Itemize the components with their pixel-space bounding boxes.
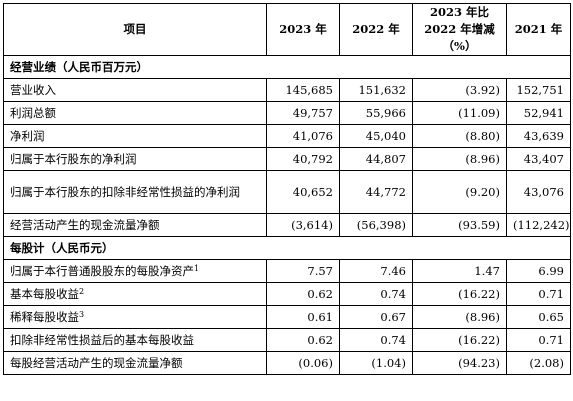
value-2023: 0.62 bbox=[266, 328, 340, 352]
table-row: 经营活动产生的现金流量净额 (3,614) (56,398) (93.59) (112,… bbox=[3, 213, 571, 237]
table-row: 净利润 41,076 45,040 (8.80) 43,639 bbox=[3, 124, 571, 148]
value-2023: 0.61 bbox=[266, 305, 340, 329]
section-title: 经营业绩（人民币百万元） bbox=[3, 55, 571, 79]
table-row: 营业收入 145,685 151,632 (3.92) 152,751 bbox=[3, 78, 571, 102]
value-2022: 55,966 bbox=[339, 101, 413, 125]
value-2023: 40,792 bbox=[266, 147, 340, 171]
row-label: 营业收入 bbox=[10, 83, 56, 97]
table-body: 经营业绩（人民币百万元） 营业收入 145,685 151,632 (3.92) 152,… bbox=[3, 55, 571, 375]
value-2021: 52,941 bbox=[506, 101, 571, 125]
table-row: 稀释每股收益3 0.61 0.67 (8.96) 0.65 bbox=[3, 305, 571, 329]
value-change: (16.22) bbox=[412, 328, 507, 352]
row-label-cell: 净利润 bbox=[3, 124, 267, 148]
row-label: 归属于本行股东的扣除非经常性损益的净利润 bbox=[10, 185, 240, 199]
row-label: 稀释每股收益 bbox=[10, 310, 79, 324]
section-title: 每股计（人民币元） bbox=[3, 236, 571, 260]
value-2022: 0.67 bbox=[339, 305, 413, 329]
value-2023: 41,076 bbox=[266, 124, 340, 148]
value-2022: (1.04) bbox=[339, 351, 413, 375]
value-2022: 44,772 bbox=[339, 170, 413, 214]
value-2023: (0.06) bbox=[266, 351, 340, 375]
value-change: (8.96) bbox=[412, 305, 507, 329]
value-2021: 0.71 bbox=[506, 282, 571, 306]
value-2023: (3,614) bbox=[266, 213, 340, 237]
header-2022: 2022 年 bbox=[339, 3, 413, 56]
table-row: 归属于本行股东的扣除非经常性损益的净利润 40,652 44,772 (9.20) 43… bbox=[3, 170, 571, 214]
value-2023: 7.57 bbox=[266, 259, 340, 283]
row-label-cell: 基本每股收益2 bbox=[3, 282, 267, 306]
header-row: 项目 2023 年 2022 年 2023 年比 2022 年增减（%） 202… bbox=[3, 3, 571, 56]
section-header-row: 经营业绩（人民币百万元） bbox=[3, 55, 571, 79]
value-2022: 44,807 bbox=[339, 147, 413, 171]
row-label-cell: 归属于本行股东的扣除非经常性损益的净利润 bbox=[3, 170, 267, 214]
value-2022: 0.74 bbox=[339, 282, 413, 306]
row-label: 经营活动产生的现金流量净额 bbox=[10, 218, 160, 232]
value-2022: 7.46 bbox=[339, 259, 413, 283]
value-2023: 40,652 bbox=[266, 170, 340, 214]
financial-summary-table: 项目 2023 年 2022 年 2023 年比 2022 年增减（%） 202… bbox=[3, 3, 571, 375]
table-row: 归属于本行股东的净利润 40,792 44,807 (8.96) 43,407 bbox=[3, 147, 571, 171]
row-label-cell: 利润总额 bbox=[3, 101, 267, 125]
section-header-row: 每股计（人民币元） bbox=[3, 236, 571, 260]
row-label-cell: 每股经营活动产生的现金流量净额 bbox=[3, 351, 267, 375]
value-2022: 45,040 bbox=[339, 124, 413, 148]
row-label-cell: 扣除非经常性损益后的基本每股收益 bbox=[3, 328, 267, 352]
value-2021: 43,076 bbox=[506, 170, 571, 214]
value-change: (8.96) bbox=[412, 147, 507, 171]
row-label-cell: 归属于本行股东的净利润 bbox=[3, 147, 267, 171]
value-2021: 0.71 bbox=[506, 328, 571, 352]
value-2021: (2.08) bbox=[506, 351, 571, 375]
row-label-cell: 营业收入 bbox=[3, 78, 267, 102]
row-label: 每股经营活动产生的现金流量净额 bbox=[10, 356, 183, 370]
value-2021: 6.99 bbox=[506, 259, 571, 283]
table-row: 基本每股收益2 0.62 0.74 (16.22) 0.71 bbox=[3, 282, 571, 306]
row-label: 归属于本行普通股股东的每股净资产 bbox=[10, 264, 194, 278]
value-2021: 43,407 bbox=[506, 147, 571, 171]
value-2021: (112,242) bbox=[506, 213, 571, 237]
row-label-cell: 经营活动产生的现金流量净额 bbox=[3, 213, 267, 237]
table-row: 利润总额 49,757 55,966 (11.09) 52,941 bbox=[3, 101, 571, 125]
row-label: 利润总额 bbox=[10, 106, 56, 120]
value-change: (94.23) bbox=[412, 351, 507, 375]
value-2022: (56,398) bbox=[339, 213, 413, 237]
value-2021: 43,639 bbox=[506, 124, 571, 148]
value-2023: 145,685 bbox=[266, 78, 340, 102]
value-2022: 0.74 bbox=[339, 328, 413, 352]
value-2022: 151,632 bbox=[339, 78, 413, 102]
table-row: 每股经营活动产生的现金流量净额 (0.06) (1.04) (94.23) (2.08) bbox=[3, 351, 571, 375]
value-change: (8.80) bbox=[412, 124, 507, 148]
header-item: 项目 bbox=[3, 3, 267, 56]
row-label: 归属于本行股东的净利润 bbox=[10, 152, 137, 166]
value-2021: 152,751 bbox=[506, 78, 571, 102]
row-label: 扣除非经常性损益后的基本每股收益 bbox=[10, 333, 194, 347]
value-2021: 0.65 bbox=[506, 305, 571, 329]
footnote-marker: 2 bbox=[79, 287, 85, 296]
header-change: 2023 年比 2022 年增减（%） bbox=[412, 3, 507, 56]
row-label-cell: 归属于本行普通股股东的每股净资产1 bbox=[3, 259, 267, 283]
row-label: 基本每股收益 bbox=[10, 287, 79, 301]
value-change: (93.59) bbox=[412, 213, 507, 237]
value-change: (3.92) bbox=[412, 78, 507, 102]
table-row: 归属于本行普通股股东的每股净资产1 7.57 7.46 1.47 6.99 bbox=[3, 259, 571, 283]
value-change: (9.20) bbox=[412, 170, 507, 214]
value-change: 1.47 bbox=[412, 259, 507, 283]
header-2021: 2021 年 bbox=[506, 3, 571, 56]
footnote-marker: 1 bbox=[194, 264, 200, 273]
value-2023: 0.62 bbox=[266, 282, 340, 306]
value-2023: 49,757 bbox=[266, 101, 340, 125]
header-2023: 2023 年 bbox=[266, 3, 340, 56]
row-label-cell: 稀释每股收益3 bbox=[3, 305, 267, 329]
footnote-marker: 3 bbox=[79, 310, 85, 319]
value-change: (16.22) bbox=[412, 282, 507, 306]
value-change: (11.09) bbox=[412, 101, 507, 125]
row-label: 净利润 bbox=[10, 129, 45, 143]
table-row: 扣除非经常性损益后的基本每股收益 0.62 0.74 (16.22) 0.71 bbox=[3, 328, 571, 352]
